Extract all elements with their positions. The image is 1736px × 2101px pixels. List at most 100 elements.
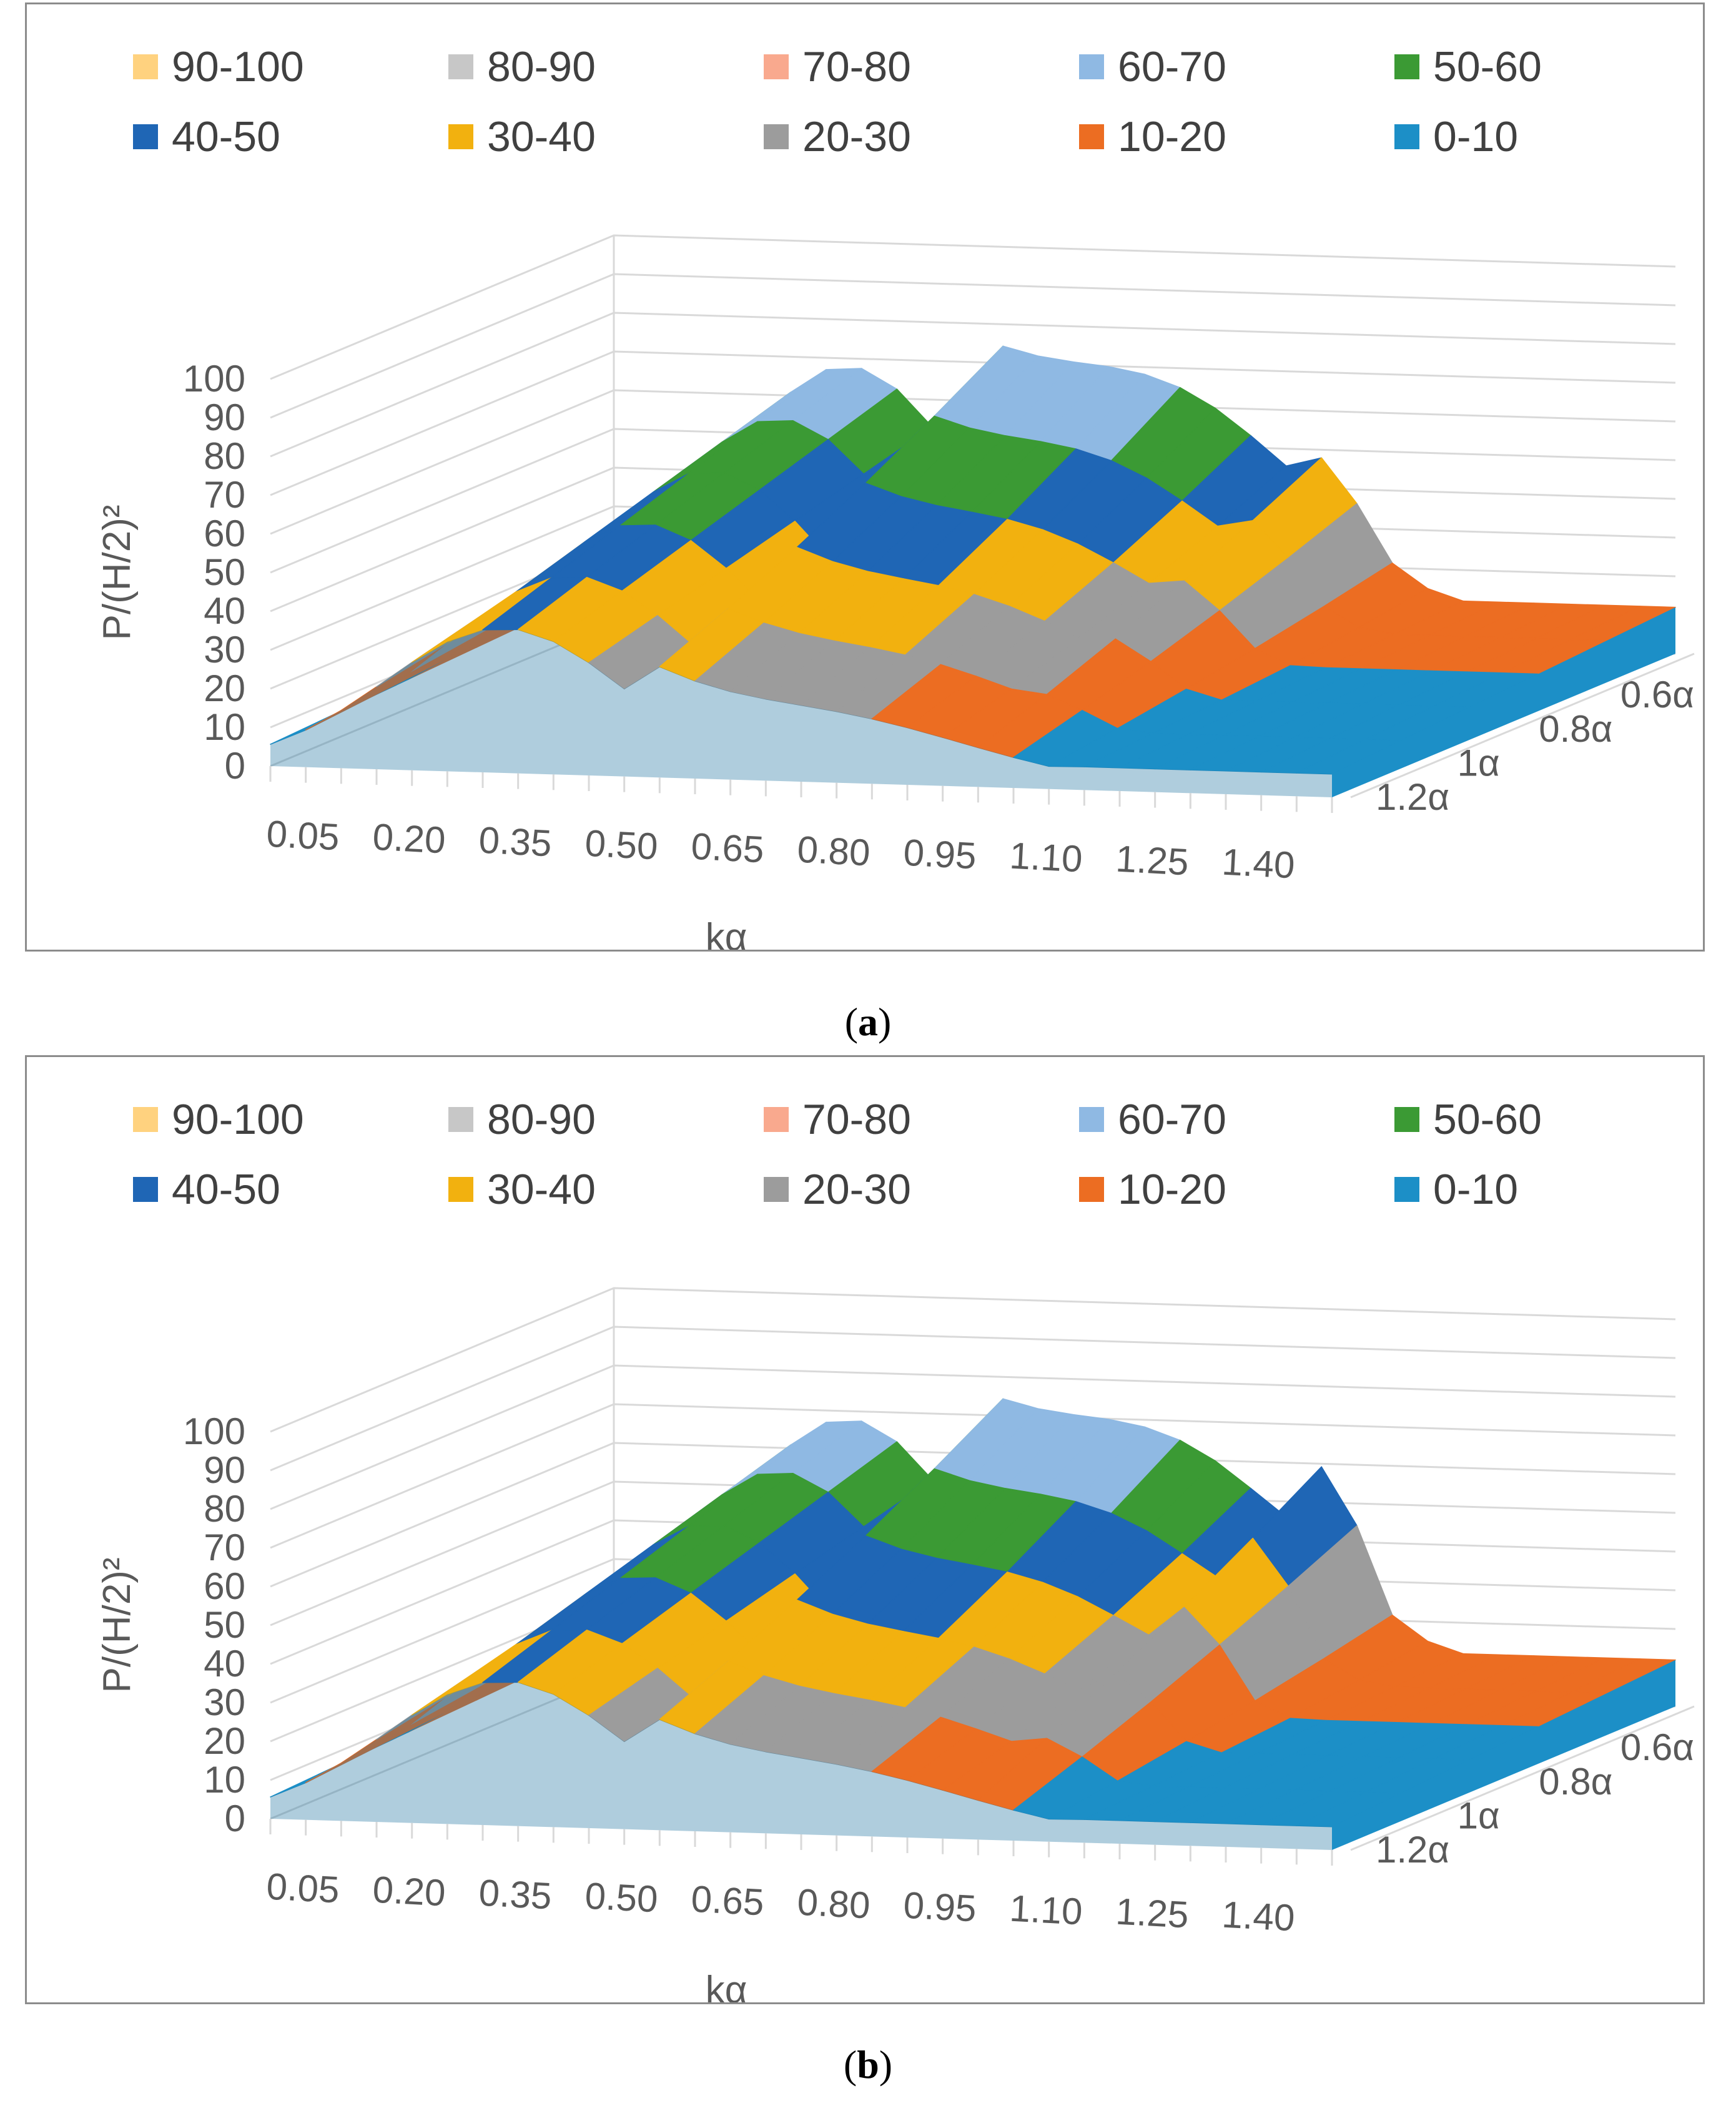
x-tick-label: 0.80: [796, 1881, 871, 1927]
legend-item: 70-80: [764, 36, 911, 98]
legend-swatch: [1394, 124, 1419, 149]
x-tick-label: 0.95: [902, 1884, 977, 1930]
surface-side: [1332, 607, 1675, 797]
z-tick-label: 0.8α: [1539, 708, 1612, 750]
legend: 90-100 80-90 70-80 60-70 50-60 40-50 30-40 20-3…: [133, 1088, 1644, 1238]
legend-label: 40-50: [172, 1166, 280, 1213]
legend-swatch: [764, 54, 789, 79]
x-tick-label: 0.05: [265, 813, 340, 859]
legend-swatch: [448, 1107, 473, 1132]
legend-item: 10-20: [1079, 106, 1226, 168]
legend-label: 90-100: [172, 1096, 304, 1143]
z-tick-label: 0.6α: [1620, 1726, 1694, 1768]
y-tick-label: 70: [204, 1527, 245, 1568]
legend-label: 20-30: [802, 1166, 911, 1213]
gridline: [270, 234, 1676, 380]
y-tick-label: 40: [204, 1643, 245, 1685]
x-tick-label: 1.25: [1115, 838, 1190, 883]
legend-label: 20-30: [802, 113, 911, 160]
legend-swatch: [1394, 1177, 1419, 1202]
legend-item: 50-60: [1394, 1088, 1542, 1151]
legend-item: 20-30: [764, 106, 911, 168]
legend-swatch: [1079, 124, 1104, 149]
legend-swatch: [1394, 1107, 1419, 1132]
x-tick-label: 0.35: [478, 819, 553, 865]
legend-item: 90-100: [133, 36, 304, 98]
x-tick-label: 0.20: [372, 1869, 446, 1914]
x-tick-label: 0.95: [902, 832, 977, 877]
legend-swatch: [764, 124, 789, 149]
surface-side: [1332, 1660, 1675, 1850]
x-tick-label: 0.50: [584, 822, 659, 868]
x-axis-title: kα: [706, 916, 747, 950]
x-tick-label: 0.65: [690, 825, 765, 871]
legend-swatch: [1079, 1177, 1104, 1202]
legend-item: 60-70: [1079, 1088, 1226, 1151]
legend-label: 50-60: [1433, 43, 1542, 91]
z-tick-label: 1.2α: [1376, 1829, 1449, 1871]
legend-item: 30-40: [448, 106, 596, 168]
legend-swatch: [133, 54, 158, 79]
y-tick-label: 30: [204, 629, 245, 671]
legend-label: 0-10: [1433, 1166, 1519, 1213]
figure-caption-b: (b): [843, 2042, 893, 2087]
y-tick-label: 90: [204, 1449, 245, 1491]
y-tick-label: 80: [204, 435, 245, 477]
figure-caption-a: (a): [844, 1000, 892, 1044]
legend: 90-100 80-90 70-80 60-70 50-60 40-50 30-40 20-3…: [133, 36, 1644, 185]
gridline: [270, 1287, 1676, 1433]
legend-item: 50-60: [1394, 36, 1542, 98]
legend-swatch: [448, 124, 473, 149]
legend-item: 0-10: [1394, 106, 1518, 168]
x-tick-label: 1.10: [1009, 1887, 1083, 1933]
surface-facet: [1296, 1791, 1401, 1828]
y-tick-label: 100: [183, 358, 245, 400]
x-tick-label: 0.65: [690, 1878, 765, 1924]
x-axis-title: kα: [706, 1969, 747, 2002]
legend-swatch: [764, 1177, 789, 1202]
z-tick-label: 1.2α: [1376, 776, 1449, 818]
legend-label: 70-80: [802, 43, 911, 91]
legend-label: 60-70: [1118, 43, 1226, 91]
x-axis: 0.05 0.20 0.35 0.50 0.65 0.80 0.95 1.10 1.25 1.40…: [265, 1819, 1333, 2002]
y-tick-label: 10: [204, 1759, 245, 1801]
legend-label: 90-100: [172, 43, 304, 91]
legend-item: 40-50: [133, 1158, 280, 1221]
chart-panel-b: 90-100 80-90 70-80 60-70 50-60 40-50 30-40 20-3…: [25, 1055, 1705, 2004]
z-tick-label: 0.4α: [1702, 640, 1704, 682]
z-tick-label: 1α: [1457, 742, 1500, 784]
x-tick-label: 0.80: [796, 829, 871, 874]
z-tick-label: 1α: [1457, 1794, 1500, 1836]
x-axis: 0.05 0.20 0.35 0.50 0.65 0.80 0.95 1.10 1.25 1.40…: [265, 766, 1333, 950]
surface-mesh: [270, 345, 1676, 797]
x-tick-label: 0.50: [584, 1875, 659, 1921]
x-tick-label: 1.40: [1221, 841, 1296, 887]
legend-swatch: [448, 1177, 473, 1202]
legend-label: 80-90: [487, 1096, 596, 1143]
surface-front: [270, 629, 1332, 797]
legend-label: 30-40: [487, 1166, 596, 1213]
z-tick-label: 0.8α: [1539, 1761, 1612, 1803]
y-tick-label: 70: [204, 474, 245, 516]
z-axis-line: [1350, 652, 1695, 799]
x-tick-label: 0.20: [372, 816, 446, 862]
x-tick-label: 1.40: [1221, 1894, 1296, 1939]
y-tick-label: 30: [204, 1681, 245, 1723]
y-tick-label: 40: [204, 590, 245, 632]
y-tick-label: 60: [204, 513, 245, 554]
chart-panel-a: 90-100 80-90 70-80 60-70 50-60 40-50 30-40 20-3…: [25, 2, 1705, 952]
legend-label: 50-60: [1433, 1096, 1542, 1143]
legend-item: 30-40: [448, 1158, 596, 1221]
y-axis-title: P/(H/2)²: [96, 1558, 139, 1693]
y-tick-label: 10: [204, 706, 245, 748]
legend-swatch: [448, 54, 473, 79]
legend-item: 40-50: [133, 106, 280, 168]
y-axis-title: P/(H/2)²: [96, 505, 139, 641]
legend-item: 20-30: [764, 1158, 911, 1221]
legend-label: 40-50: [172, 113, 280, 160]
y-tick-label: 90: [204, 396, 245, 438]
